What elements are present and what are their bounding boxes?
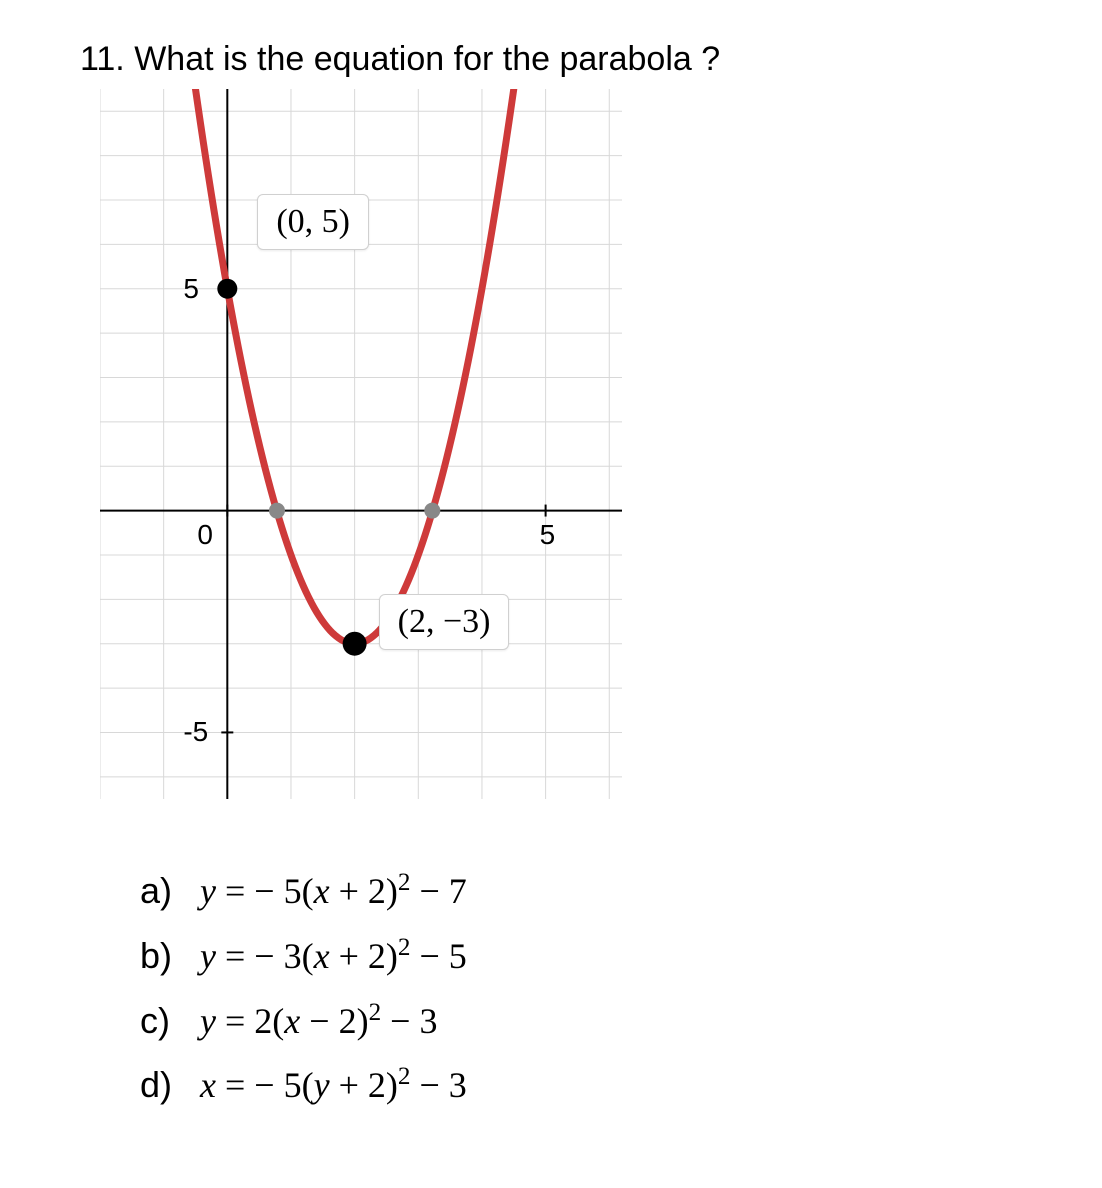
choice-b[interactable]: b)y = − 3(x + 2)2 − 5 bbox=[140, 924, 1022, 989]
choice-d[interactable]: d)x = − 5(y + 2)2 − 3 bbox=[140, 1053, 1022, 1118]
choice-equation: x = − 5(y + 2)2 − 3 bbox=[200, 1053, 467, 1118]
question-text: 11. What is the equation for the parabol… bbox=[80, 40, 1022, 79]
answer-choices: a)y = − 5(x + 2)2 − 7b)y = − 3(x + 2)2 −… bbox=[140, 859, 1022, 1118]
choice-label: b) bbox=[140, 924, 200, 989]
choice-label: d) bbox=[140, 1053, 200, 1118]
choice-equation: y = − 5(x + 2)2 − 7 bbox=[200, 859, 467, 924]
choice-label: c) bbox=[140, 989, 200, 1054]
choice-equation: y = 2(x − 2)2 − 3 bbox=[200, 989, 437, 1054]
chart-svg bbox=[100, 89, 622, 799]
choice-a[interactable]: a)y = − 5(x + 2)2 − 7 bbox=[140, 859, 1022, 924]
choice-c[interactable]: c)y = 2(x − 2)2 − 3 bbox=[140, 989, 1022, 1054]
choice-label: a) bbox=[140, 859, 200, 924]
parabola-chart: 055-5(0, 5)(2, −3) bbox=[100, 89, 1022, 799]
question-body: What is the equation for the parabola ? bbox=[134, 40, 720, 78]
question-number: 11. bbox=[80, 40, 125, 78]
choice-equation: y = − 3(x + 2)2 − 5 bbox=[200, 924, 467, 989]
